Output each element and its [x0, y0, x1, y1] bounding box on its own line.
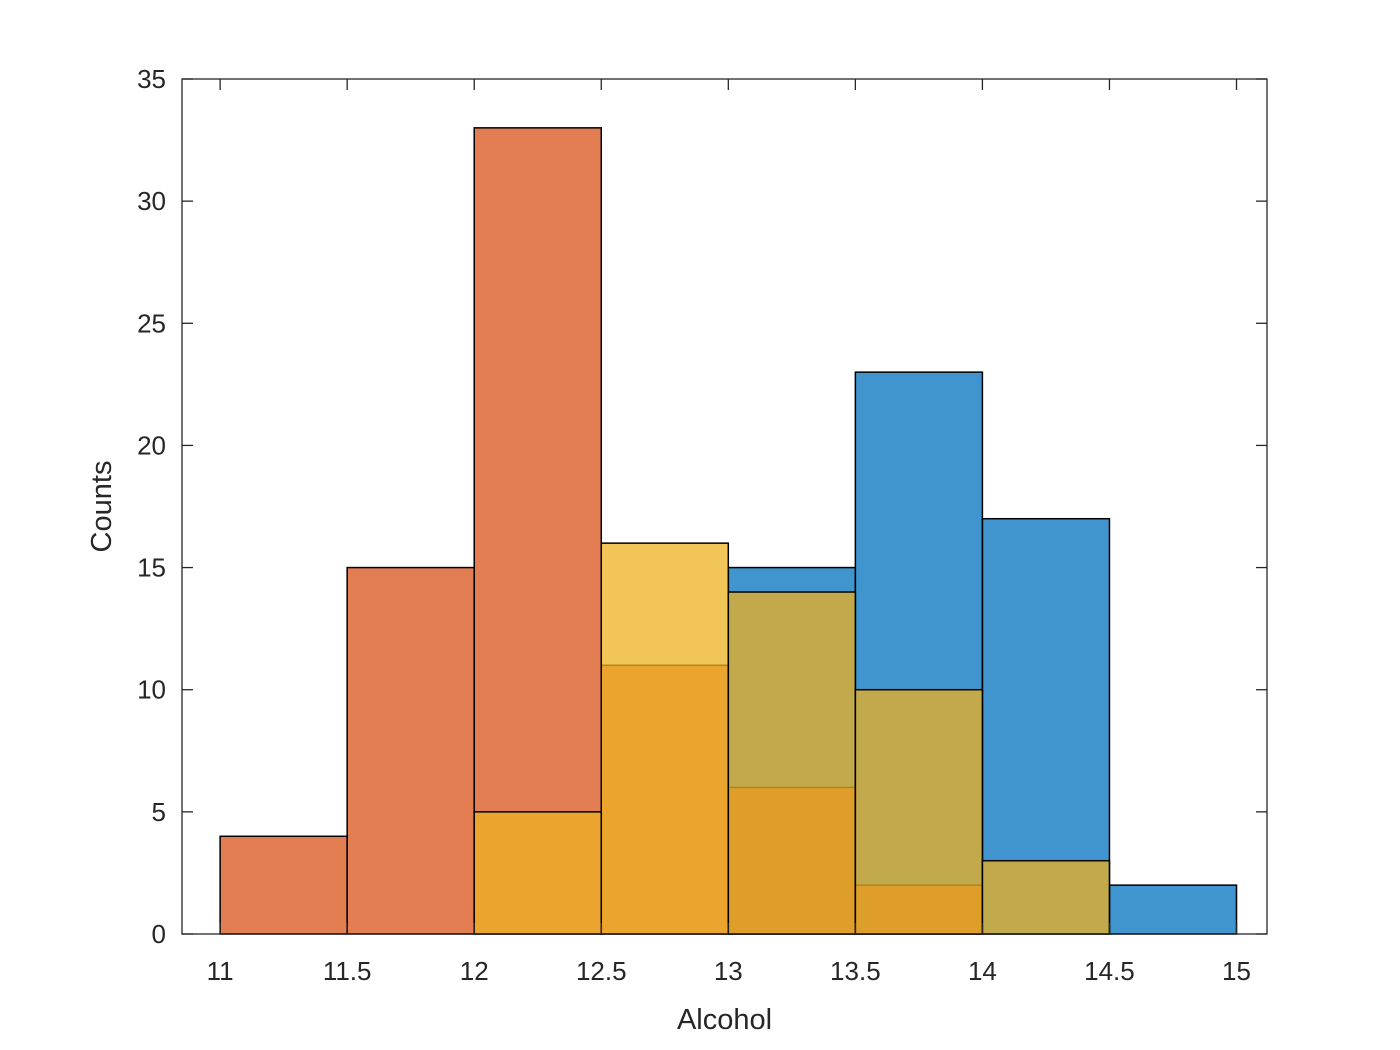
bar-series3-bin3	[473, 811, 603, 935]
y-tick-label: 15	[137, 553, 166, 583]
x-tick-label: 11	[207, 956, 234, 986]
y-tick-label: 0	[152, 919, 166, 949]
bar-series2-bin2	[346, 566, 475, 935]
bar-series1-bin8	[1108, 884, 1238, 935]
x-tick-label: 12	[460, 956, 489, 986]
x-tick-label: 12.5	[576, 956, 627, 986]
x-axis-label: Alcohol	[677, 1004, 772, 1036]
bar-series2-bin3	[473, 127, 603, 935]
bar-series3-bin6	[854, 688, 984, 935]
ticks-layer: 11 11.5 12 12.5 13 13.5 14 14.5 15 0 5 10 15 20 25 30 35	[137, 64, 1267, 986]
y-axis-label: Counts	[86, 461, 118, 553]
y-tick-label: 5	[152, 797, 166, 827]
x-tick-label: 14	[968, 956, 997, 986]
plot-box	[181, 78, 1268, 935]
bar-series3-bin4	[600, 542, 730, 935]
y-tick-label: 30	[137, 186, 166, 216]
x-tick-label: 14.5	[1084, 956, 1135, 986]
bar-series2-bin1	[219, 835, 348, 935]
x-tick-label: 13	[714, 956, 743, 986]
x-tick-label: 13.5	[830, 956, 881, 986]
y-tick-label: 10	[137, 675, 166, 705]
y-tick-label: 20	[137, 430, 166, 460]
y-tick-label: 35	[137, 64, 166, 94]
bars-layer	[219, 127, 1238, 935]
y-tick-label: 25	[137, 308, 166, 338]
x-tick-label: 11.5	[323, 956, 372, 986]
bar-series3-bin7	[981, 859, 1111, 935]
x-tick-label: 15	[1222, 956, 1251, 986]
bar-series3-bin5	[727, 591, 857, 935]
